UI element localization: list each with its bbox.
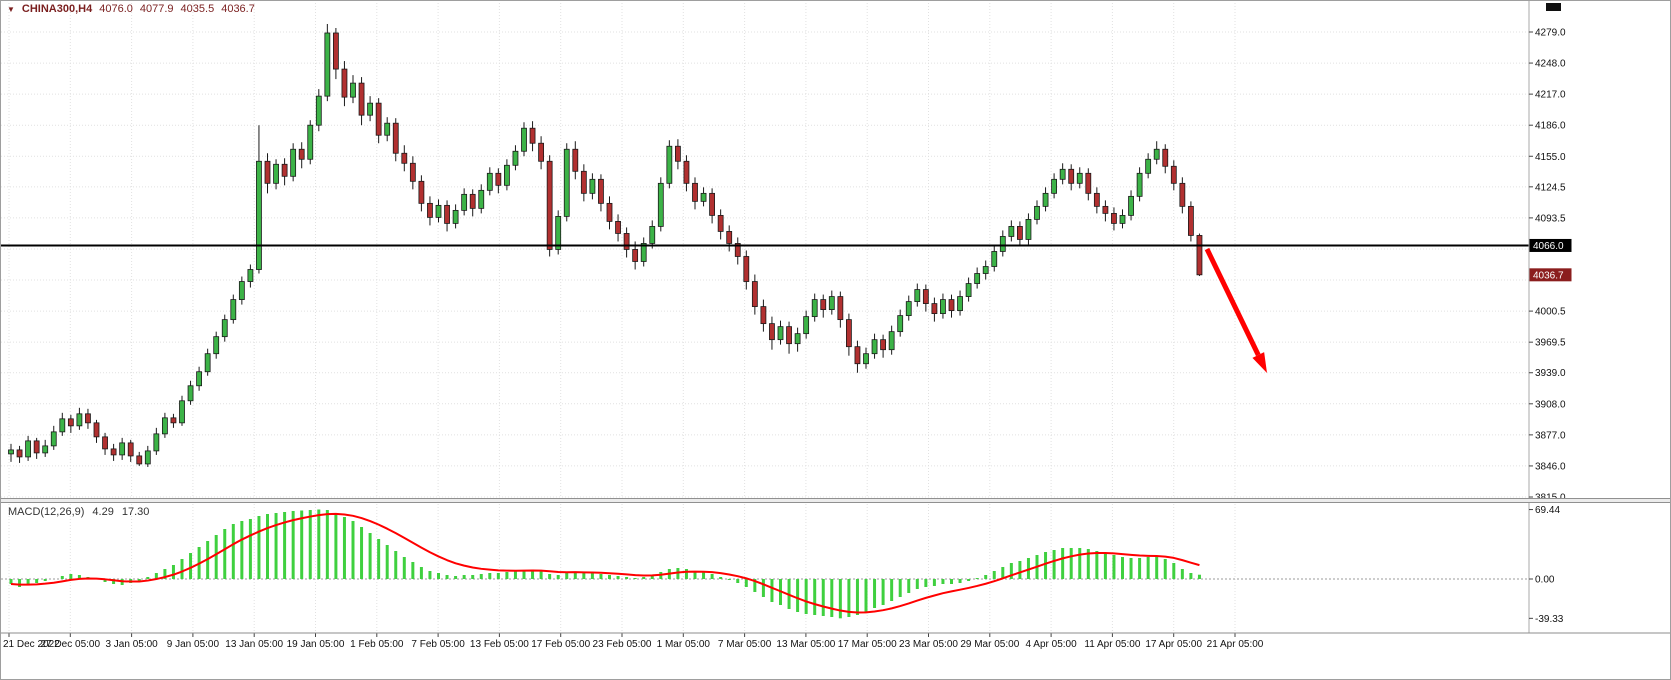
time-axis-label: 13 Feb 05:00 [470, 639, 529, 650]
time-axis-label: 9 Jan 05:00 [167, 639, 220, 650]
price-axis-label: 3846.0 [1535, 461, 1566, 472]
price-axis-label: 4093.5 [1535, 213, 1566, 224]
time-axis-label: 21 Apr 05:00 [1207, 639, 1264, 650]
time-axis-label: 13 Mar 05:00 [776, 639, 835, 650]
time-axis-label: 13 Jan 05:00 [225, 639, 283, 650]
time-axis-label: 17 Feb 05:00 [531, 639, 590, 650]
time-axis-label: 4 Apr 05:00 [1026, 639, 1078, 650]
candles [8, 23, 1203, 467]
time-axis-label: 1 Mar 05:00 [657, 639, 711, 650]
macd-name: MACD(12,26,9) [8, 506, 85, 518]
price-axis-label: 4155.0 [1535, 152, 1566, 163]
ohlc-low-value: 4035.5 [180, 3, 215, 15]
arrow-annotation [1204, 247, 1267, 373]
price-axis-label: 3877.0 [1535, 430, 1566, 441]
time-axis-label: 17 Mar 05:00 [838, 639, 897, 650]
time-axis-label: 11 Apr 05:00 [1084, 639, 1140, 650]
time-axis-label: 23 Feb 05:00 [593, 639, 652, 650]
ohlc-close-value: 4036.7 [221, 3, 255, 15]
macd-signal-value: 17.30 [121, 506, 150, 518]
time-axis-label: 21 Dec 2022 [3, 639, 60, 650]
symbol-dropdown-icon[interactable]: ▼ [7, 4, 15, 14]
level-price-label [1529, 238, 1572, 252]
time-axis-label: 29 Mar 05:00 [960, 639, 1019, 650]
time-axis-label: 17 Apr 05:00 [1145, 639, 1202, 650]
gridlines [1, 3, 1529, 633]
symbol-info-bar: ▼ CHINA300,H4 4076.0 4077.9 4035.5 4036.… [7, 3, 255, 15]
macd-axis-label: -39.33 [1535, 614, 1564, 625]
price-axis-label: 4124.5 [1535, 182, 1566, 193]
svg-text:4066.0: 4066.0 [1533, 241, 1564, 252]
price-axis-label: 4000.5 [1535, 307, 1566, 318]
price-axis-label: 4248.0 [1535, 59, 1566, 70]
time-axis-label: 23 Mar 05:00 [899, 639, 958, 650]
time-axis-label: 27 Dec 05:00 [41, 639, 101, 650]
macd-axis-label: 0.00 [1535, 575, 1555, 586]
last-price-label [1529, 268, 1572, 282]
price-axis-label: 4217.0 [1535, 90, 1566, 101]
ohlc-open-value: 4076.0 [99, 3, 133, 15]
macd-axis-label: 69.44 [1535, 505, 1560, 516]
chart-corner-marker[interactable] [1546, 3, 1561, 11]
price-axis-label: 4186.0 [1535, 121, 1566, 132]
macd-main-value: 4.29 [92, 506, 114, 518]
macd-pane [1, 509, 1529, 619]
time-axis-label: 7 Mar 05:00 [718, 639, 772, 650]
symbol-timeframe-label: CHINA300,H4 [21, 3, 93, 15]
price-axis-label: 3939.0 [1535, 368, 1566, 379]
svg-text:4036.7: 4036.7 [1533, 270, 1564, 281]
price-axis-label: 4279.0 [1535, 28, 1566, 39]
time-axis-label: 3 Jan 05:00 [105, 639, 158, 650]
macd-indicator-label: MACD(12,26,9) 4.29 17.30 [8, 506, 149, 518]
time-axis-label: 7 Feb 05:00 [411, 639, 465, 650]
pane-separator[interactable] [1, 498, 1670, 503]
ohlc-high-value: 4077.9 [139, 3, 174, 15]
time-axis-label: 1 Feb 05:00 [350, 639, 404, 650]
time-axis-label: 19 Jan 05:00 [287, 639, 345, 650]
price-axis-label: 3969.5 [1535, 338, 1566, 349]
price-axis-label: 3908.0 [1535, 399, 1566, 410]
macd-signal-line [10, 512, 1200, 614]
